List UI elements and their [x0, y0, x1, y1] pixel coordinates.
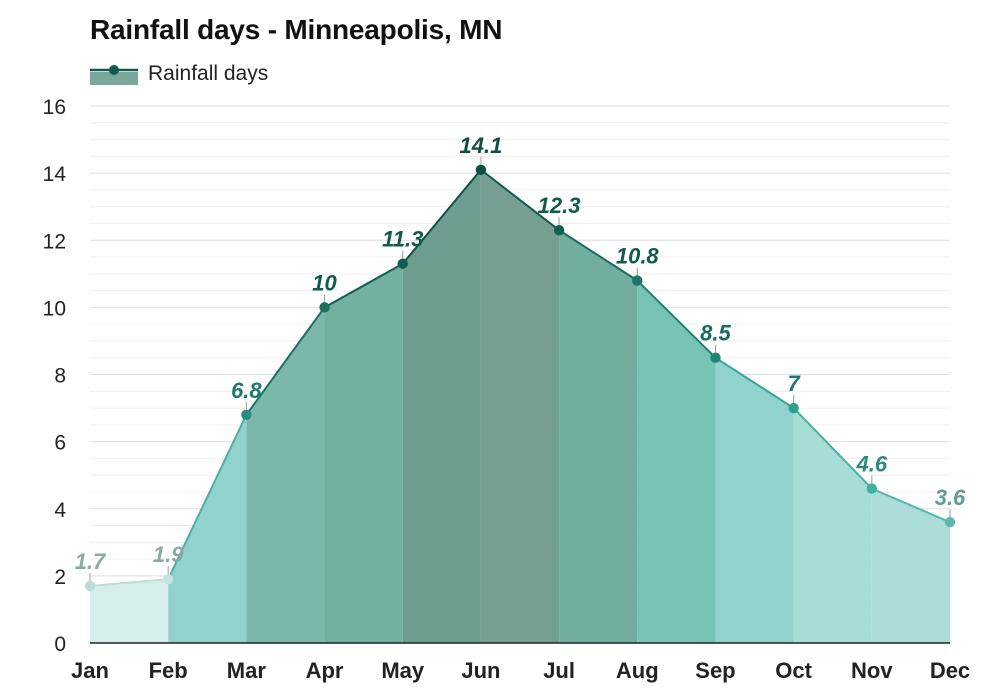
data-point-apr — [319, 302, 330, 313]
data-point-jun — [475, 164, 487, 175]
area-segment-may — [402, 169, 481, 644]
data-point-oct — [788, 402, 799, 414]
data-label-jan: 1.7 — [75, 549, 107, 574]
data-point-feb — [162, 574, 174, 585]
data-point-may — [397, 258, 408, 269]
series-line-segment — [636, 279, 717, 359]
series-line-segment — [245, 306, 326, 416]
data-label-mar: 6.8 — [231, 378, 262, 403]
legend-marker-swatch — [109, 65, 119, 75]
y-tick-label: 10 — [43, 297, 66, 320]
area-segment-jun — [480, 169, 560, 644]
area-segment-jan — [90, 579, 169, 643]
data-label-jun: 14.1 — [459, 133, 502, 158]
data-labels: 1.7 1.9 6.8 10 11.3 14.1 12.3 10.8 8.5 7 4.6 3.6 — [75, 133, 966, 581]
data-label-aug: 10.8 — [616, 244, 660, 269]
chart-legend[interactable]: Rainfall days — [90, 61, 268, 87]
area-segment-oct — [793, 408, 872, 643]
x-tick-label: Apr — [306, 658, 344, 683]
chart-title: Rainfall days - Minneapolis, MN — [90, 14, 503, 45]
data-point-jul — [553, 224, 565, 236]
x-tick-label: Nov — [851, 658, 893, 683]
area-segment-aug — [637, 280, 716, 643]
series-line-segment — [323, 262, 404, 309]
series-line-segment — [479, 168, 561, 232]
x-tick-label: Mar — [227, 658, 267, 683]
y-tick-label: 4 — [54, 499, 66, 522]
y-tick-label: 6 — [54, 432, 66, 455]
x-tick-label: Feb — [149, 658, 188, 683]
legend-label: Rainfall days — [148, 62, 269, 85]
data-point-jan — [84, 580, 96, 592]
area-segment-jul — [559, 230, 638, 643]
series-line-segment — [714, 356, 795, 410]
y-tick-label: 12 — [43, 230, 66, 253]
data-label-jul: 12.3 — [538, 193, 581, 218]
x-tick-label: May — [381, 658, 425, 683]
x-tick-label: Jun — [461, 658, 500, 683]
data-point-sep — [710, 352, 721, 363]
data-label-oct: 7 — [788, 371, 802, 396]
x-tick-label: Jan — [71, 658, 109, 683]
area-segment-mar — [246, 307, 325, 643]
tick-labels: 0 2 4 6 8 10 12 14 16 Jan Feb Mar Apr May Jun Jul Aug Sep… — [43, 96, 971, 683]
series-line-segment — [89, 578, 170, 587]
data-point-mar — [241, 409, 252, 420]
data-label-dec: 3.6 — [935, 485, 966, 510]
data-label-sep: 8.5 — [700, 321, 731, 346]
series-line-segment — [401, 168, 482, 265]
data-points — [84, 164, 956, 592]
x-tick-label: Jul — [543, 658, 575, 683]
data-label-nov: 4.6 — [856, 452, 888, 477]
data-label-feb: 1.9 — [153, 542, 184, 567]
area-fills — [90, 169, 950, 644]
y-tick-label: 16 — [43, 96, 66, 119]
series-line-segment — [167, 413, 248, 581]
series-line — [89, 168, 951, 587]
x-tick-label: Sep — [695, 658, 735, 683]
y-tick-label: 8 — [54, 365, 66, 388]
series-line-segment — [870, 487, 951, 524]
data-label-apr: 10 — [312, 270, 337, 295]
area-segment-feb — [168, 414, 247, 643]
series-line-segment — [558, 229, 639, 282]
area-segment-nov — [871, 488, 950, 643]
y-tick-label: 0 — [54, 633, 66, 656]
x-tick-label: Aug — [616, 658, 659, 683]
area-segment-apr — [324, 263, 403, 643]
y-tick-label: 14 — [43, 163, 67, 186]
data-point-dec — [944, 516, 956, 528]
x-tick-label: Dec — [930, 658, 970, 683]
legend-area-swatch — [90, 72, 138, 85]
y-tick-label: 2 — [54, 566, 66, 589]
x-tick-label: Oct — [775, 658, 812, 683]
area-segment-sep — [715, 357, 794, 643]
series-line-segment — [792, 407, 873, 490]
data-point-aug — [632, 275, 643, 286]
legend-swatch-icon — [90, 65, 138, 85]
data-point-nov — [866, 483, 878, 494]
data-label-may: 11.3 — [382, 227, 423, 252]
